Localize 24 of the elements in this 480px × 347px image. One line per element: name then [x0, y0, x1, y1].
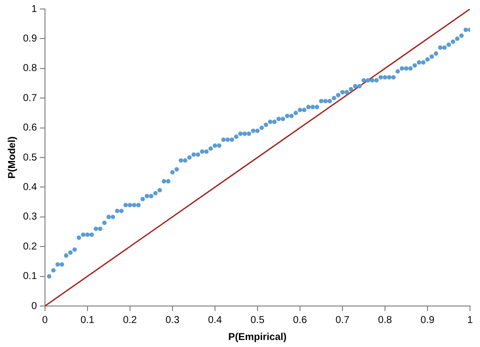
x-tick-label: 0.7 — [336, 314, 350, 326]
y-tick-label: 0.8 — [22, 63, 38, 74]
y-tick-label: 0.1 — [22, 271, 38, 282]
y-axis-title: P(Model) — [6, 136, 18, 179]
x-tick-label: 0.8 — [378, 314, 392, 326]
x-tick-label: 0.6 — [293, 314, 308, 326]
x-tick-label: 0.1 — [80, 314, 95, 326]
x-tick-label: 0.9 — [420, 314, 435, 326]
y-tick-label: 0.2 — [22, 241, 38, 252]
y-tick-label: 0.7 — [22, 92, 38, 104]
x-tick-label: 0.2 — [122, 314, 138, 326]
y-tick-label: 1 — [31, 4, 38, 15]
x-tick-label: 1 — [467, 314, 474, 326]
x-tick-label: 0.5 — [250, 314, 265, 326]
y-tick-label: 0.4 — [22, 182, 38, 193]
y-tick-label: 0 — [31, 300, 38, 312]
y-tick-label: 0.3 — [22, 212, 38, 223]
y-tick-label: 0.5 — [22, 152, 38, 164]
y-tick-label: 0.6 — [22, 122, 38, 134]
x-axis-title: P(Empirical) — [228, 332, 287, 343]
x-tick-label: 0.3 — [165, 314, 180, 326]
x-tick-label: 0.4 — [208, 314, 222, 326]
x-tick-label: 0 — [42, 314, 48, 326]
y-tick-label: 0.9 — [22, 33, 38, 44]
